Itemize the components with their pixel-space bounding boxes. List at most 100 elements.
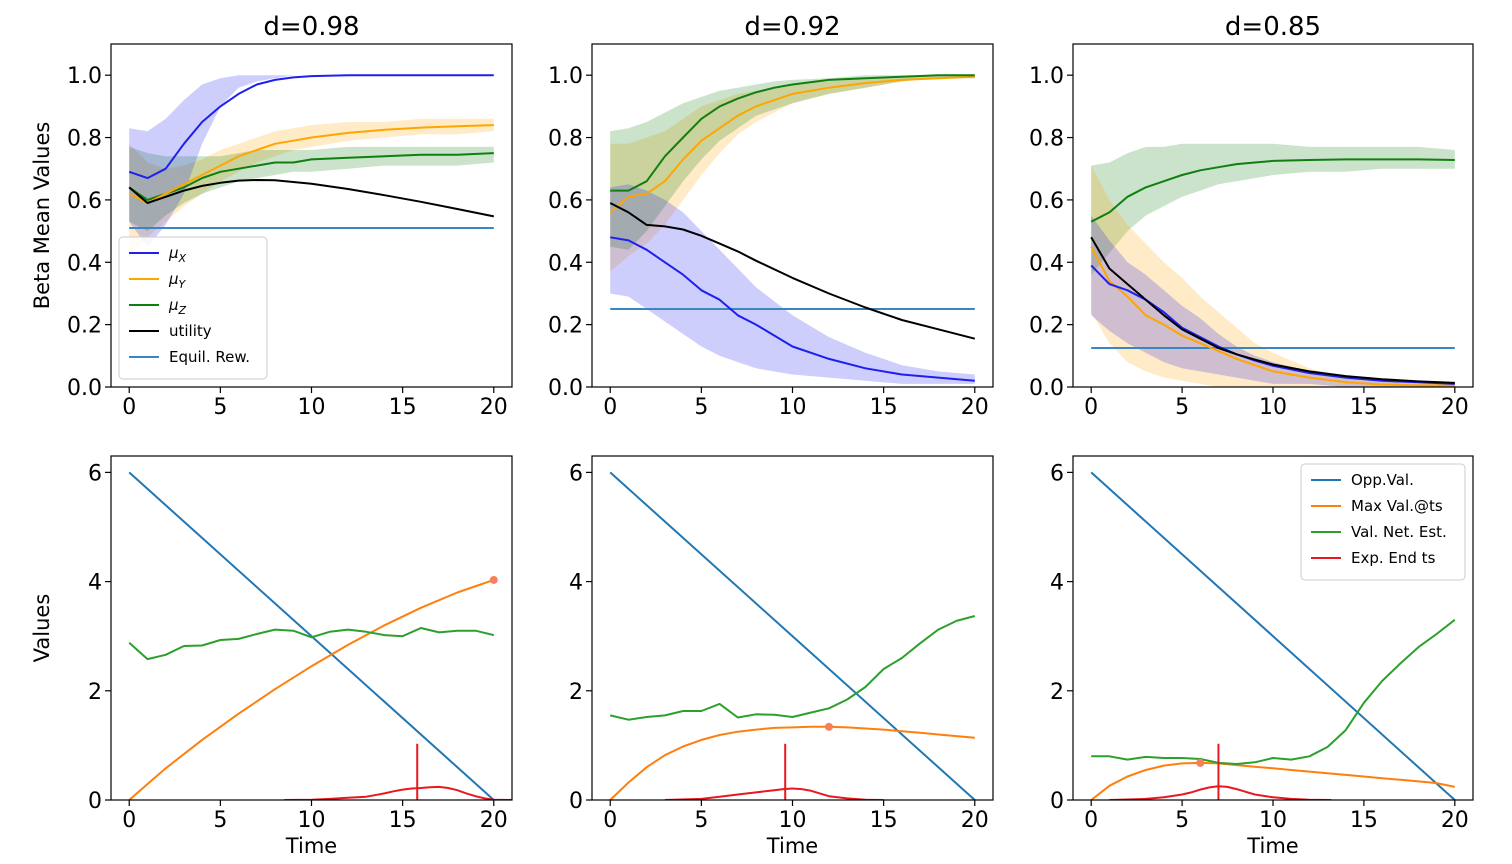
x-tick-label: 15 — [870, 395, 898, 420]
y-tick-label: 6 — [1050, 461, 1064, 486]
y-tick-label: 0.0 — [1029, 376, 1064, 401]
plot-area — [609, 471, 976, 800]
y-tick-label: 0.8 — [67, 127, 102, 152]
series-line-mu_y — [128, 124, 494, 204]
x-axis-label: Time — [1246, 834, 1298, 858]
x-tick-label: 10 — [1259, 395, 1287, 420]
series-line-mu_y — [609, 75, 975, 214]
y-tick-label: 0.4 — [548, 251, 583, 276]
x-tick-label: 10 — [1259, 808, 1287, 833]
chart-title: d=0.92 — [744, 12, 840, 42]
chart-panel-6: 0 5 10 15 20 0 2 4 6 Time Opp.Val. Max Val.@ts Val. … — [1050, 455, 1474, 858]
series-line-mu_z — [610, 74, 975, 192]
x-tick-label: 10 — [779, 395, 807, 420]
y-axis-label: Values — [30, 594, 54, 663]
legend-label-opp_val: Opp.Val. — [1351, 471, 1414, 489]
y-tick-label: 0.2 — [548, 314, 583, 339]
y-tick-label: 1.0 — [1029, 64, 1064, 89]
x-tick-label: 10 — [779, 808, 807, 833]
y-tick-label: 0.8 — [548, 127, 583, 152]
chart-panel-4: 0 5 10 15 20 0 2 4 6 Time Values — [30, 455, 513, 858]
series-line-exp_end — [1109, 785, 1332, 800]
x-tick-label: 0 — [122, 395, 136, 420]
y-tick-label: 4 — [88, 571, 102, 596]
band-mu_z — [129, 146, 494, 232]
plot-area — [128, 471, 512, 800]
x-tick-label: 5 — [213, 395, 227, 420]
y-tick-label: 2 — [569, 680, 583, 705]
legend-label-utility: utility — [169, 322, 212, 340]
series-line-opp_val — [609, 471, 976, 800]
legend-box — [118, 236, 268, 380]
chart-title: d=0.98 — [263, 12, 359, 42]
y-tick-label: 0.2 — [67, 314, 102, 339]
plot-area — [1090, 143, 1455, 387]
y-tick-label: 0.6 — [548, 189, 583, 214]
x-tick-label: 10 — [298, 395, 326, 420]
x-tick-label: 20 — [480, 808, 508, 833]
y-tick-label: 0.4 — [1029, 251, 1064, 276]
legend-label-mu_y: μY — [168, 270, 187, 291]
x-tick-label: 20 — [1441, 395, 1469, 420]
y-tick-label: 0.4 — [67, 251, 102, 276]
plot-area — [128, 74, 494, 256]
max-value-marker — [824, 722, 833, 731]
y-tick-label: 0 — [569, 789, 583, 814]
x-tick-label: 15 — [870, 808, 898, 833]
x-tick-label: 0 — [1084, 395, 1098, 420]
y-tick-label: 0.0 — [67, 376, 102, 401]
x-tick-label: 0 — [1084, 808, 1098, 833]
legend-label-mu_x: μX — [168, 244, 187, 265]
band-mu_y — [129, 118, 494, 256]
x-tick-label: 20 — [480, 395, 508, 420]
series-line-utility — [609, 202, 976, 340]
x-tick-label: 20 — [1441, 808, 1469, 833]
series-line-exp_end — [664, 787, 884, 800]
band-mu_x — [1091, 215, 1455, 387]
x-tick-label: 15 — [389, 395, 417, 420]
band-mu_y — [610, 75, 975, 272]
legend-label-exp_end: Exp. End ts — [1351, 549, 1436, 567]
series-line-mu_x — [610, 236, 975, 382]
x-tick-label: 15 — [1350, 808, 1378, 833]
y-tick-label: 1.0 — [67, 64, 102, 89]
x-tick-label: 5 — [1175, 395, 1189, 420]
chart-panel-1: 0 5 10 15 20 0.0 0.2 0.4 0.6 0.8 1.0 d=0.98 Beta Mea… — [30, 12, 513, 420]
y-tick-label: 0 — [1050, 789, 1064, 814]
series-line-net_est — [1091, 619, 1456, 765]
y-tick-label: 0.6 — [67, 189, 102, 214]
max-value-marker — [489, 575, 498, 584]
series-line-mu_z — [1090, 158, 1455, 223]
y-tick-label: 0.8 — [1029, 127, 1064, 152]
legend-label-net_est: Val. Net. Est. — [1351, 523, 1447, 541]
chart-title: d=0.85 — [1225, 12, 1321, 42]
x-tick-label: 0 — [122, 808, 136, 833]
y-tick-label: 0 — [88, 789, 102, 814]
x-tick-label: 15 — [1350, 395, 1378, 420]
y-tick-label: 0.2 — [1029, 314, 1064, 339]
y-tick-label: 2 — [1050, 680, 1064, 705]
y-tick-label: 4 — [569, 571, 583, 596]
x-tick-label: 20 — [961, 808, 989, 833]
y-tick-label: 6 — [88, 461, 102, 486]
x-tick-label: 5 — [1175, 808, 1189, 833]
series-line-max_val — [128, 578, 495, 800]
plot-area — [609, 74, 976, 384]
legend-label-max_val: Max Val.@ts — [1351, 497, 1443, 515]
series-line-net_est — [128, 627, 495, 661]
series-line-max_val — [1090, 761, 1456, 800]
series-line-mu_x — [128, 74, 494, 180]
band-mu_z — [1091, 143, 1455, 275]
series-line-net_est — [609, 615, 976, 721]
y-tick-label: 6 — [569, 461, 583, 486]
axes-frame — [110, 455, 513, 801]
chart-panel-2: 0 5 10 15 20 0.0 0.2 0.4 0.6 0.8 1.0 d=0.92 — [548, 12, 994, 420]
x-axis-label: Time — [285, 834, 337, 858]
band-mu_x — [610, 184, 975, 384]
y-tick-label: 4 — [1050, 571, 1064, 596]
x-tick-label: 5 — [694, 395, 708, 420]
y-tick-label: 1.0 — [548, 64, 583, 89]
y-axis-label: Beta Mean Values — [30, 122, 54, 310]
series-line-exp_end — [284, 785, 512, 800]
